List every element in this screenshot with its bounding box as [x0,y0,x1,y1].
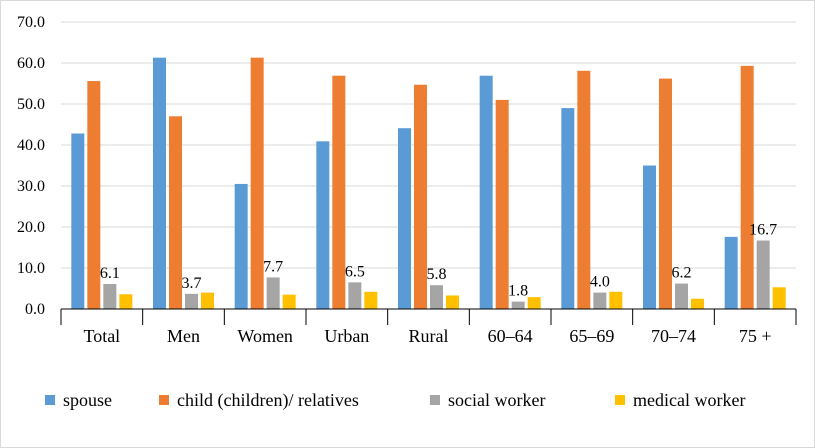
legend-label: social worker [448,390,545,410]
bar-spouse [479,75,493,310]
bar-child-children-relatives [740,65,754,310]
data-label: 16.7 [749,222,777,239]
bar-social-worker [511,301,525,309]
y-tick-label: 20.0 [17,219,45,236]
bar-spouse [153,57,166,309]
x-category-label: 75 + [739,326,772,346]
y-tick-label: 50.0 [17,96,45,113]
bar-spouse [724,236,738,309]
legend-swatch [45,395,55,405]
bar-child-children-relatives [169,116,182,309]
bar-social-worker [430,285,443,309]
bar-medical-worker [119,294,133,309]
legend-label: child (children)/ relatives [177,390,359,411]
data-label: 6.2 [672,265,692,282]
x-category-label: Urban [324,326,369,346]
legend-label: medical worker [633,390,745,410]
x-category-label: 70–74 [651,326,696,346]
legend-swatch [430,395,440,405]
data-label: 5.8 [427,266,447,283]
x-category-label: Total [83,326,120,346]
bar-medical-worker [609,291,623,309]
bars [71,57,786,310]
bar-spouse [71,133,85,309]
bar-spouse [234,183,248,309]
bar-social-worker [103,283,117,309]
bar-child-children-relatives [250,57,264,309]
bar-spouse [316,141,330,309]
bar-spouse [398,128,411,309]
bar-medical-worker [201,292,214,309]
bar-child-children-relatives [495,99,509,310]
data-label: 7.7 [263,258,283,275]
y-tick-label: 60.0 [17,55,45,72]
x-category-label: Men [167,326,200,346]
bar-social-worker [266,277,280,309]
bar-social-worker [593,292,607,309]
bar-child-children-relatives [332,75,346,310]
x-category-label: Women [237,326,293,346]
bar-social-worker [756,240,770,309]
bar-child-children-relatives [414,84,427,309]
y-tick-label: 10.0 [17,260,45,277]
data-label: 6.5 [345,263,365,280]
bar-social-worker [348,282,362,309]
data-label: 6.1 [100,265,120,282]
bar-medical-worker [527,297,541,309]
bar-child-children-relatives [659,78,672,309]
gridlines [61,21,796,269]
legend-swatch [615,395,625,405]
bar-medical-worker [772,287,786,309]
bar-child-children-relatives [577,70,591,309]
legend-label: spouse [63,390,112,410]
y-tick-label: 70.0 [17,14,45,31]
x-category-label: 60–64 [488,326,533,346]
bar-child-children-relatives [87,81,101,309]
data-label: 3.7 [182,275,202,292]
bar-spouse [561,108,575,309]
data-label: 1.8 [508,283,528,300]
x-category-label: Rural [409,326,449,346]
bar-medical-worker [446,295,459,309]
legend-swatch [159,395,169,405]
bar-medical-worker [364,291,378,309]
y-tick-label: 0.0 [25,301,45,318]
bar-medical-worker [691,298,704,309]
legend: spouse child (children)/ relatives social … [45,390,745,411]
x-category-label: 65–69 [569,326,614,346]
y-tick-label: 40.0 [17,137,45,154]
labels: 0.0 10.0 20.0 30.0 40.0 50.0 60.0 70.0 6.1 Total 3… [17,14,777,346]
y-tick-label: 30.0 [17,178,45,195]
bar-social-worker [185,293,198,309]
bar-social-worker [675,283,688,309]
data-label: 4.0 [590,274,610,291]
bar-medical-worker [282,294,296,309]
axes [60,308,797,325]
bar-spouse [643,165,656,309]
